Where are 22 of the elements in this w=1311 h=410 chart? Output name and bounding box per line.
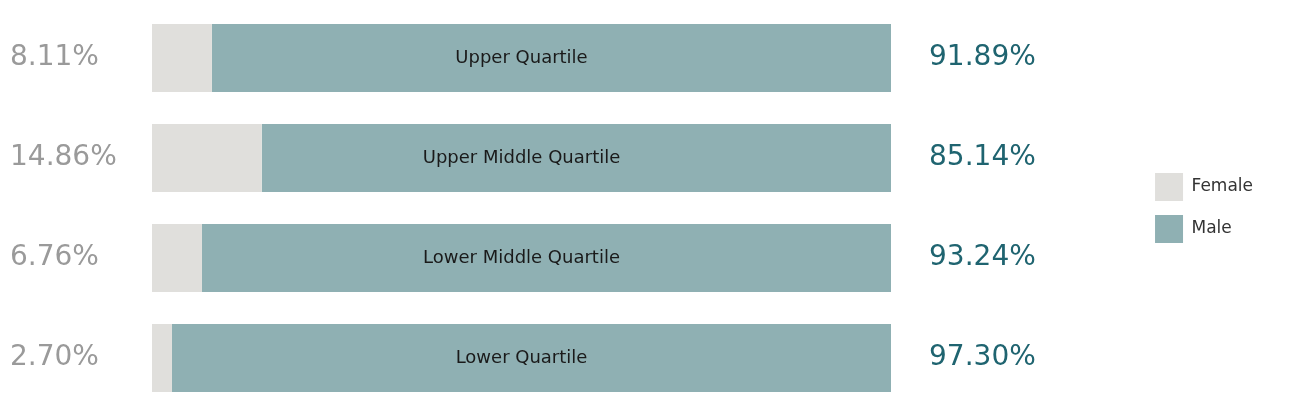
bar (261, 124, 892, 192)
bar (171, 324, 892, 392)
data-label: 8.11% (10, 39, 99, 73)
bar (211, 24, 892, 92)
bar (201, 224, 892, 292)
bar (152, 124, 262, 192)
legend-label: Male (1191, 217, 1232, 238)
data-label: 97.30% (929, 339, 1036, 373)
legend-label: Female (1191, 175, 1253, 196)
data-label: 14.86% (10, 139, 117, 173)
bar (152, 24, 212, 92)
data-label: 91.89% (929, 39, 1036, 73)
bar (152, 224, 202, 292)
data-label: 2.70% (10, 339, 99, 373)
data-label: 85.14% (929, 139, 1036, 173)
y-tick-label: Lower Quartile (455, 345, 588, 367)
data-label: 6.76% (10, 239, 99, 273)
y-tick-label: Upper Quartile (455, 45, 588, 67)
y-tick-label: Lower Middle Quartile (423, 245, 620, 267)
data-label: 93.24% (929, 239, 1036, 273)
y-tick-label: Upper Middle Quartile (422, 145, 621, 167)
bar (152, 324, 172, 392)
